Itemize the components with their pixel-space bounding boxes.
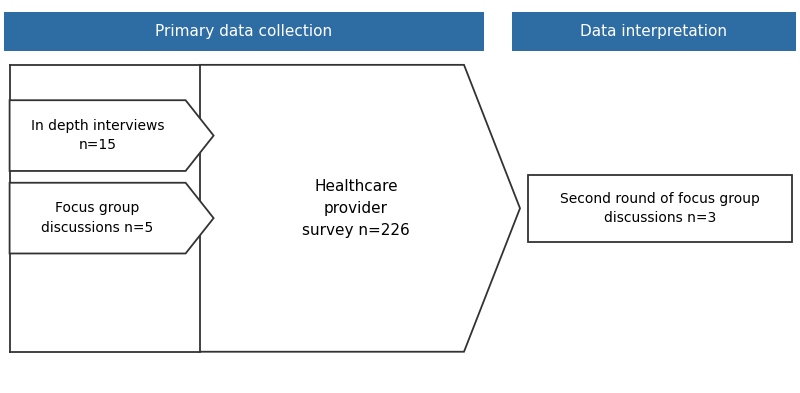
Text: Primary data collection: Primary data collection	[155, 24, 333, 39]
Polygon shape	[200, 65, 520, 352]
Text: Data interpretation: Data interpretation	[580, 24, 727, 39]
FancyBboxPatch shape	[512, 12, 796, 51]
Polygon shape	[10, 100, 214, 171]
FancyBboxPatch shape	[528, 175, 792, 242]
Polygon shape	[10, 183, 214, 253]
Text: Healthcare
provider
survey n=226: Healthcare provider survey n=226	[302, 178, 410, 238]
Text: Focus group
discussions n=5: Focus group discussions n=5	[42, 201, 154, 235]
Text: In depth interviews
n=15: In depth interviews n=15	[31, 119, 164, 152]
FancyBboxPatch shape	[4, 12, 484, 51]
Text: Second round of focus group
discussions n=3: Second round of focus group discussions …	[560, 191, 760, 225]
